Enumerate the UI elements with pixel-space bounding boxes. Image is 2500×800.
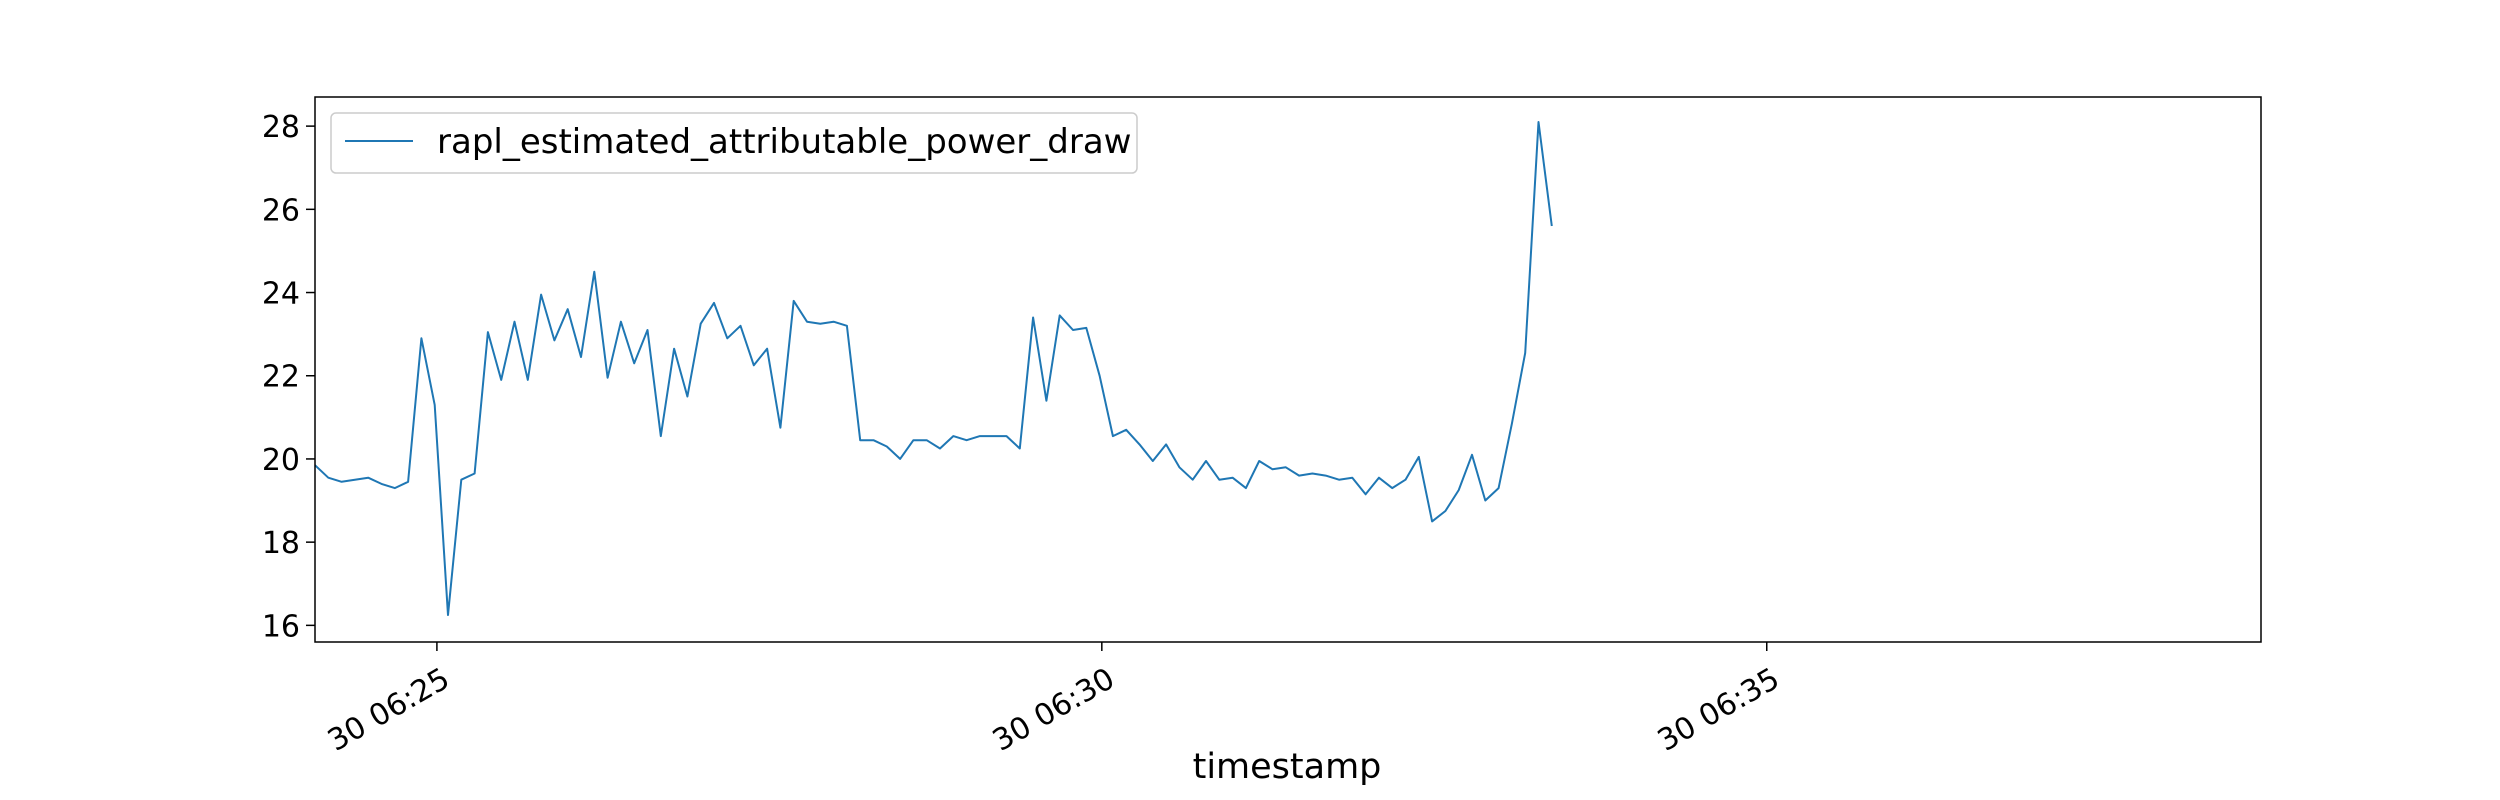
- x-tick-label: 30 06:25: [322, 661, 456, 758]
- y-tick-label: 28: [262, 110, 300, 145]
- y-tick-label: 18: [262, 526, 300, 561]
- plot-area: [315, 97, 2261, 642]
- y-tick-label: 24: [262, 277, 300, 312]
- x-axis-title: timestamp: [1193, 747, 1382, 787]
- y-tick-label: 20: [262, 443, 300, 478]
- y-tick-label: 26: [262, 193, 300, 228]
- series-line: [314, 121, 1553, 616]
- x-tick-label: 30 06:30: [987, 661, 1121, 758]
- y-tick-label: 22: [262, 360, 300, 395]
- plot-frame: [314, 96, 2262, 643]
- x-axis: 30 06:25 30 06:30 30 06:35: [322, 642, 1786, 759]
- legend-entry: rapl_estimated_attributable_power_draw: [437, 122, 1132, 162]
- legend-box: [330, 112, 1138, 174]
- y-tick-label: 16: [262, 609, 300, 644]
- x-tick-label: 30 06:35: [1652, 661, 1786, 758]
- legend: rapl_estimated_attributable_power_draw: [330, 112, 1138, 174]
- y-axis: 16 18 20 22 24 26 28: [262, 110, 315, 644]
